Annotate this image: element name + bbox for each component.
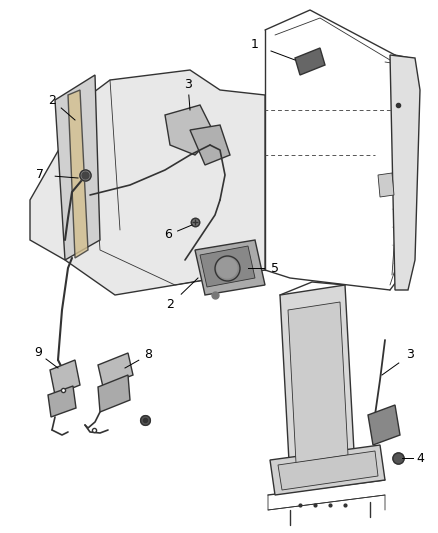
Polygon shape	[48, 386, 76, 417]
Text: 4: 4	[416, 451, 424, 464]
Text: 2: 2	[48, 93, 56, 107]
Text: 8: 8	[144, 349, 152, 361]
Polygon shape	[288, 302, 348, 463]
Polygon shape	[270, 445, 385, 495]
Polygon shape	[368, 405, 400, 445]
Text: 3: 3	[406, 349, 414, 361]
Polygon shape	[50, 360, 80, 395]
Text: 7: 7	[36, 168, 44, 182]
Polygon shape	[280, 285, 355, 480]
Polygon shape	[390, 55, 420, 290]
Polygon shape	[195, 240, 265, 295]
Text: 6: 6	[164, 229, 172, 241]
Polygon shape	[30, 70, 265, 295]
Polygon shape	[98, 375, 130, 412]
Polygon shape	[378, 173, 394, 197]
Text: 9: 9	[34, 346, 42, 359]
Polygon shape	[278, 451, 378, 490]
Polygon shape	[55, 75, 100, 260]
Polygon shape	[68, 90, 88, 258]
Text: 5: 5	[271, 262, 279, 274]
Circle shape	[217, 258, 237, 278]
Polygon shape	[295, 48, 325, 75]
Text: 3: 3	[184, 78, 192, 92]
Text: 2: 2	[166, 298, 174, 311]
Polygon shape	[98, 353, 133, 387]
Text: 1: 1	[251, 38, 259, 52]
Polygon shape	[190, 125, 230, 165]
Polygon shape	[200, 246, 255, 287]
Polygon shape	[165, 105, 215, 155]
